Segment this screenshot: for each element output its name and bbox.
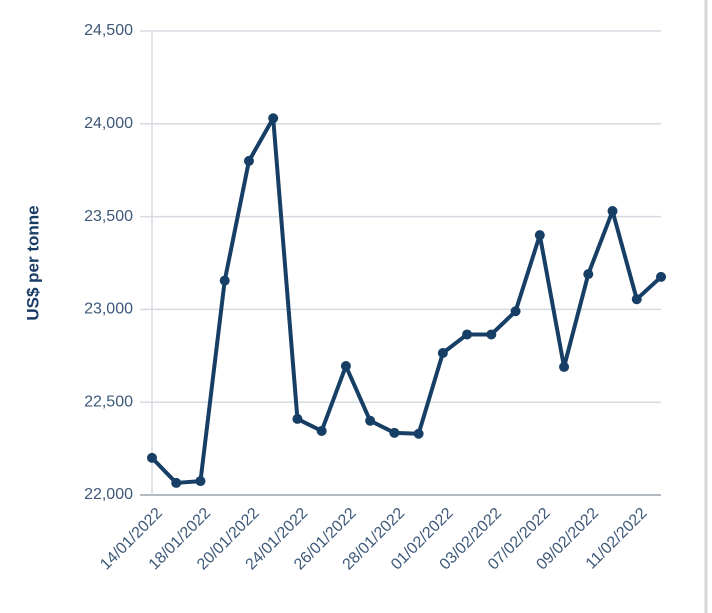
point [486, 329, 497, 340]
point [389, 427, 400, 438]
point [583, 269, 594, 280]
point [316, 425, 327, 436]
point [607, 206, 618, 217]
point [656, 271, 666, 282]
point [631, 294, 642, 305]
y-tick-label: 24,500 [84, 22, 133, 39]
point [559, 361, 570, 372]
point [462, 329, 473, 340]
point [534, 230, 545, 241]
line [150, 116, 663, 485]
y-tick-label: 23,000 [84, 301, 133, 318]
y-tick-label: 24,000 [84, 115, 133, 132]
point [292, 413, 303, 424]
point [413, 428, 424, 439]
point [171, 477, 182, 488]
point [437, 348, 448, 359]
y-axis-label: US$ per tonne [23, 205, 42, 320]
y-tick-label: 23,500 [84, 208, 133, 225]
point [268, 113, 279, 124]
point [147, 452, 157, 463]
point [195, 476, 206, 487]
point [243, 155, 254, 166]
y-tick-label: 22,500 [84, 393, 133, 410]
y-tick-label: 22,000 [84, 486, 133, 503]
point [510, 306, 521, 317]
point [219, 275, 230, 286]
point [340, 361, 351, 372]
point [365, 415, 376, 426]
